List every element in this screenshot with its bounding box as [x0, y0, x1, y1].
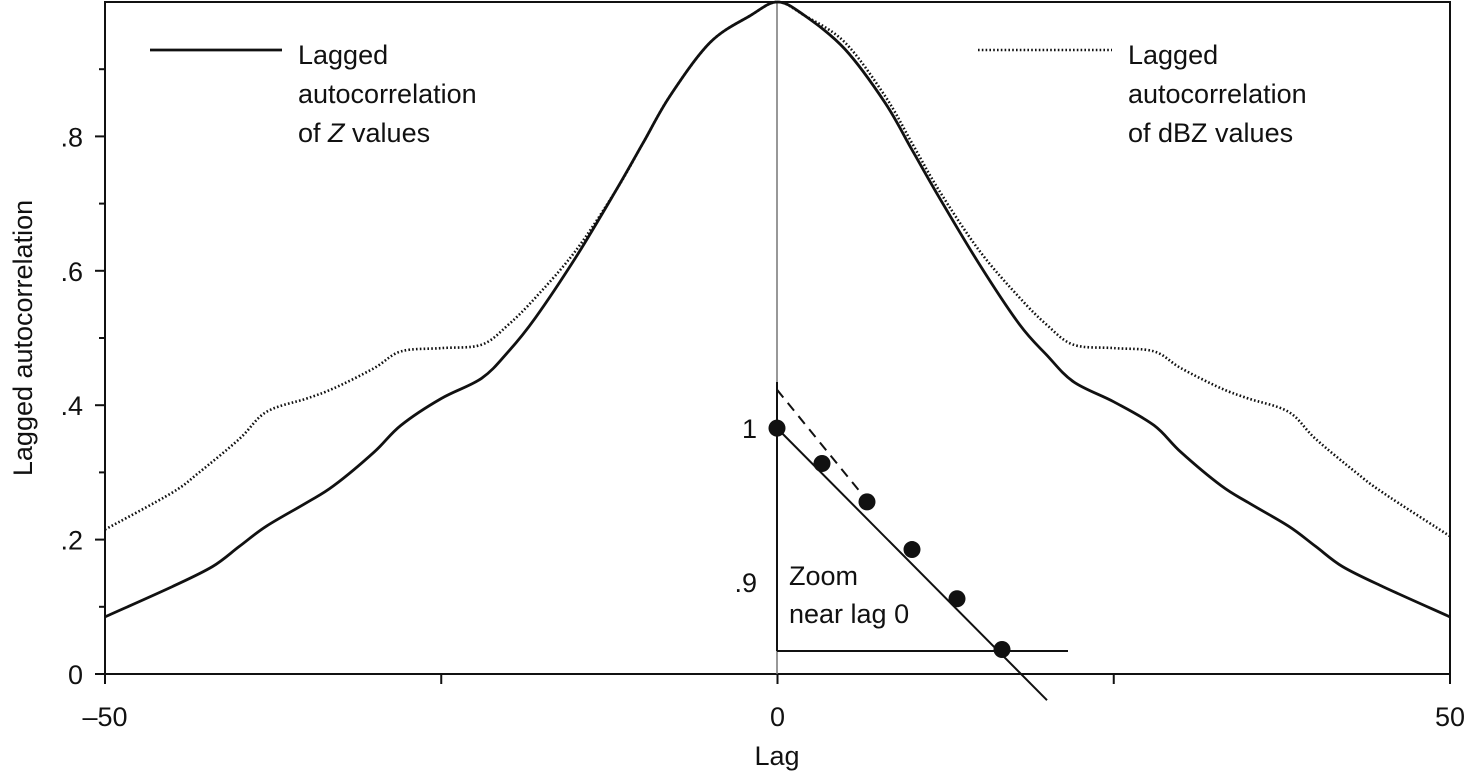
- y-tick-label: .6: [60, 257, 83, 287]
- y-tick-label: .4: [60, 391, 83, 421]
- x-tick-label: 50: [1435, 702, 1465, 732]
- inset-label: near lag 0: [789, 599, 909, 629]
- inset-point: [768, 419, 786, 437]
- x-axis-ticks: –50 0 50: [82, 674, 1465, 732]
- inset-y-tick-label: .9: [734, 568, 757, 598]
- y-tick-label: 0: [68, 660, 83, 690]
- x-tick-label: 0: [770, 702, 785, 732]
- zoom-inset: 1 .9 Zoom near lag 0: [734, 382, 1068, 701]
- inset-y-tick-label: 1: [742, 414, 757, 444]
- legend-label: autocorrelation: [1128, 79, 1307, 109]
- inset-tangent-dashed-line: [776, 389, 868, 501]
- series-z-line: [104, 0, 1451, 619]
- x-axis-title: Lag: [754, 741, 799, 771]
- inset-point: [858, 493, 876, 511]
- series-layer: [104, 0, 1451, 619]
- legend: Lagged autocorrelation of Z values Lagged au…: [150, 40, 1307, 148]
- y-axis-title: Lagged autocorrelation: [8, 200, 38, 476]
- legend-label: autocorrelation: [298, 79, 477, 109]
- legend-label: Lagged: [298, 40, 388, 70]
- y-axis-ticks: 0 .2 .4 .6 .8: [60, 68, 105, 690]
- y-tick-label: .8: [60, 122, 83, 152]
- inset-point: [993, 640, 1011, 658]
- legend-label: of Z values: [298, 118, 430, 148]
- inset-label: Zoom: [789, 561, 858, 591]
- legend-label: of dBZ values: [1128, 118, 1293, 148]
- y-tick-label: .2: [60, 526, 83, 556]
- legend-label: Lagged: [1128, 40, 1218, 70]
- inset-point: [813, 454, 831, 472]
- inset-point: [948, 590, 966, 608]
- inset-point: [903, 541, 921, 559]
- x-tick-label: –50: [82, 702, 127, 732]
